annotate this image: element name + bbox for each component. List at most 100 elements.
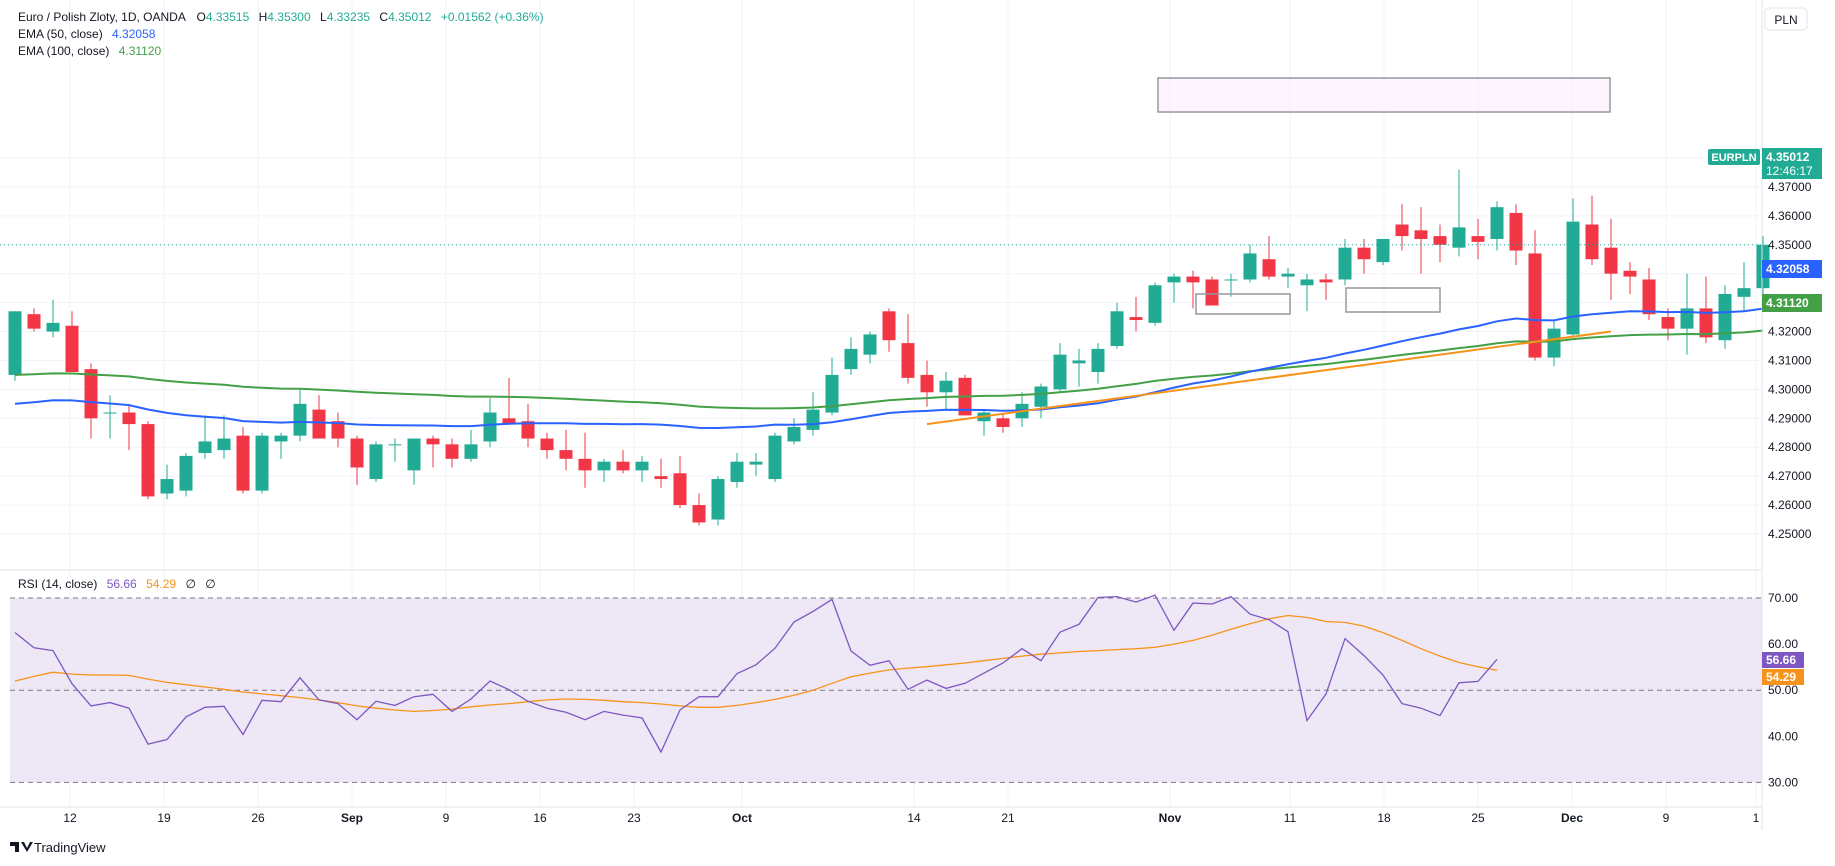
candle[interactable] [1110,302,1124,349]
candle[interactable] [255,432,269,494]
candle-body [901,343,915,378]
candle[interactable] [1262,236,1276,280]
candle[interactable] [673,455,687,508]
candle[interactable] [1167,273,1181,303]
candle[interactable] [1699,276,1713,344]
candle[interactable] [274,432,288,459]
candle[interactable] [1053,343,1067,393]
candle[interactable] [844,337,858,375]
candle[interactable] [635,455,649,482]
candle[interactable] [236,426,250,494]
candle[interactable] [65,311,79,373]
candle[interactable] [1547,319,1561,367]
candle[interactable] [502,377,516,425]
candle-body [1034,386,1048,407]
candle[interactable] [27,308,41,332]
currency-button[interactable] [1764,7,1808,31]
candle[interactable] [616,450,630,474]
tradingview-logo[interactable]: TradingView [10,840,106,855]
candle[interactable] [483,398,497,448]
candle[interactable] [369,441,383,482]
trendline[interactable] [926,330,1612,426]
candle[interactable] [1395,204,1409,251]
candle[interactable] [654,458,668,488]
candle[interactable] [1148,282,1162,326]
candle[interactable] [1300,273,1314,312]
candle-body [350,438,364,468]
candle[interactable] [1433,224,1447,263]
candle[interactable] [540,432,554,459]
candle[interactable] [1243,244,1257,283]
candle[interactable] [1338,238,1352,286]
candle[interactable] [863,331,877,364]
candle[interactable] [1414,207,1428,274]
candle[interactable] [293,389,307,442]
candle[interactable] [711,476,725,526]
candle[interactable] [1034,383,1048,419]
candle[interactable] [1224,273,1238,297]
candle[interactable] [407,438,421,485]
candle[interactable] [1471,218,1485,260]
candle[interactable] [939,372,953,410]
candle[interactable] [1129,296,1143,332]
candle[interactable] [1452,169,1466,257]
candle[interactable] [331,412,345,448]
candle[interactable] [996,412,1010,433]
legend-symbol[interactable]: Euro / Polish Zloty, 1D, OANDA O4.33515 … [18,10,544,24]
legend-ema50[interactable]: EMA (50, close) 4.32058 [18,27,156,41]
candle-body [806,409,820,430]
candle[interactable] [1604,218,1618,300]
candle[interactable] [8,311,22,381]
candle[interactable] [1205,276,1219,306]
candle[interactable] [1680,273,1694,355]
candle[interactable] [1091,343,1105,384]
candle[interactable] [464,429,478,462]
candle[interactable] [559,429,573,471]
candle[interactable] [692,493,706,526]
legend-ema100[interactable]: EMA (100, close) 4.31120 [18,44,162,58]
legend-rsi[interactable]: RSI (14, close) 56.66 54.29 ∅ ∅ [18,577,216,591]
candle[interactable] [730,453,744,488]
candle[interactable] [1623,262,1637,294]
candle[interactable] [1319,273,1333,300]
candle[interactable] [597,458,611,482]
candle[interactable] [901,314,915,384]
candle[interactable] [1509,204,1523,266]
candle[interactable] [103,395,117,439]
candle[interactable] [749,453,763,477]
candle[interactable] [578,432,592,488]
candle[interactable] [787,418,801,445]
resistance-zone[interactable] [1157,77,1611,113]
candle[interactable] [521,403,535,448]
candle[interactable] [1585,195,1599,266]
candle[interactable] [160,464,174,500]
candle[interactable] [1490,201,1504,251]
candle[interactable] [1737,262,1751,312]
candle[interactable] [882,308,896,352]
candle[interactable] [445,438,459,468]
support-zone-1[interactable] [1195,293,1291,315]
candle[interactable] [1072,348,1086,387]
candle[interactable] [1718,285,1732,349]
candle[interactable] [198,415,212,459]
support-zone-2[interactable] [1345,287,1441,313]
candle[interactable] [217,415,231,459]
candle[interactable] [84,363,98,439]
candle[interactable] [122,403,136,451]
candle[interactable] [46,299,60,338]
rsi-tick-label: 70.00 [1768,591,1798,605]
candle-body [1718,293,1732,341]
candle[interactable] [768,432,782,482]
candle[interactable] [312,395,326,439]
candle[interactable] [1186,270,1200,309]
candle[interactable] [1376,238,1390,266]
candle[interactable] [1281,267,1295,289]
candle[interactable] [426,435,440,468]
candle[interactable] [179,453,193,497]
candle[interactable] [388,438,402,462]
candle[interactable] [350,435,364,485]
candle[interactable] [1528,230,1542,361]
candle[interactable] [141,421,155,500]
candle[interactable] [1566,198,1580,338]
